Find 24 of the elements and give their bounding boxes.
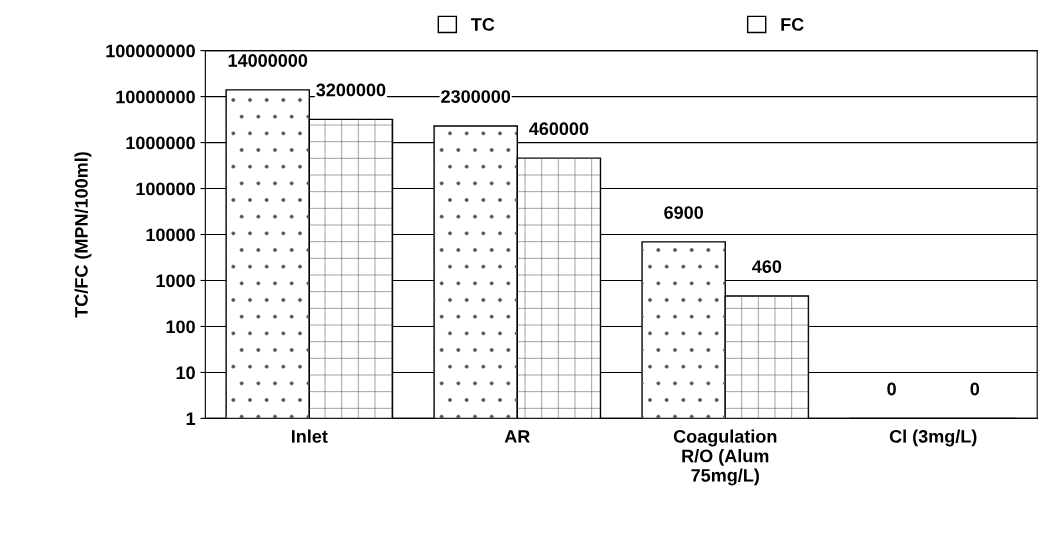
y-tick-label: 1000 (156, 274, 195, 288)
x-tick-label: Coagulation R/O (Alum 75mg/L) (673, 429, 777, 486)
data-label: 3200000 (316, 83, 386, 97)
y-tick-label: 100 (166, 320, 195, 334)
text: 0 (887, 382, 896, 396)
x-tick-label: Inlet (291, 429, 328, 443)
data-label: 2300000 (441, 90, 511, 103)
legend-label: FC (781, 18, 804, 31)
y-tick-label: 100000 (136, 182, 195, 196)
legend-label: TC (471, 18, 495, 31)
y-tick-label: 1000000 (126, 136, 195, 150)
y-tick-label: 10000 (146, 228, 195, 242)
y-tick-label: 1 (186, 412, 196, 425)
data-label: 14000000 (228, 54, 308, 67)
y-tick-label: 100000000 (106, 44, 195, 58)
x-tick-label: AR (504, 430, 530, 443)
x-tick-label: Cl (3mg/L) (889, 429, 977, 447)
data-label: 460000 (529, 122, 589, 136)
y-tick-label: 10000000 (116, 90, 195, 104)
text: 0 (970, 382, 980, 396)
y-axis-title: TC/FC (MPN/100ml) (74, 152, 92, 318)
y-tick-label: 10 (176, 366, 195, 380)
data-label: 460 (752, 260, 782, 273)
data-label: 6900 (664, 206, 704, 219)
